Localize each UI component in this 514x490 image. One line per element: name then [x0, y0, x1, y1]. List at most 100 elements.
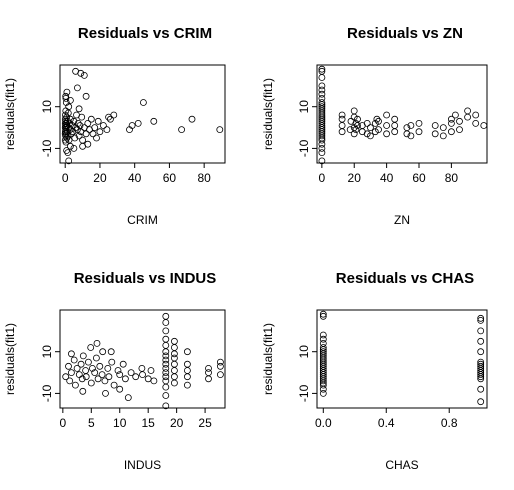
y-tick-label: -10 [40, 139, 54, 157]
data-point [79, 387, 87, 395]
data-point [85, 358, 92, 366]
data-point [162, 352, 170, 360]
data-point [319, 331, 327, 339]
x-tick-label: 60 [412, 171, 426, 185]
y-ticks: -10 10 [297, 100, 317, 157]
data-point [464, 107, 472, 115]
data-point [63, 113, 70, 121]
data-point [67, 130, 75, 138]
data-point [75, 105, 83, 113]
data-point [170, 360, 178, 368]
data-point [319, 348, 327, 356]
data-point [456, 117, 463, 125]
y-axis-label: residuals(fit1) [261, 78, 275, 150]
data-point [105, 373, 113, 381]
data-point [338, 128, 346, 136]
data-point [89, 130, 97, 138]
x-tick-label: 0.8 [441, 416, 458, 430]
data-point [116, 385, 124, 393]
x-tick-label: 0.0 [315, 416, 332, 430]
y-ticks: -10 10 [297, 345, 317, 402]
y-tick-label: -10 [297, 384, 311, 402]
x-tick-label: 15 [142, 416, 156, 430]
data-point [472, 120, 480, 127]
data-point [134, 120, 142, 127]
data-point [318, 99, 326, 106]
data-point [82, 373, 90, 381]
data-point [96, 128, 104, 136]
data-point [183, 381, 191, 389]
data-point [188, 115, 196, 123]
data-point [205, 364, 212, 372]
data-point [100, 122, 107, 129]
data-point [319, 310, 327, 318]
data-point [87, 379, 95, 387]
data-point [67, 142, 74, 150]
data-point [99, 348, 107, 356]
data-point [162, 348, 170, 356]
data-point [91, 124, 99, 131]
panel-title: Residuals vs CRIM [78, 25, 212, 42]
data-point [338, 111, 346, 119]
data-point [84, 120, 92, 127]
data-point [480, 122, 488, 129]
data-point [162, 383, 170, 391]
data-point [205, 369, 212, 377]
data-point [477, 360, 485, 368]
data-point [352, 126, 360, 134]
data-point [82, 130, 90, 138]
data-point [403, 130, 411, 138]
data-point [383, 111, 391, 119]
plot-area [59, 309, 226, 409]
x-ticks: 0 20 40 60 80 [319, 163, 458, 185]
y-tick-label: 10 [40, 345, 54, 359]
data-point [82, 367, 89, 374]
data-point [63, 88, 71, 96]
data-point [373, 115, 381, 123]
x-tick-label: 5 [88, 416, 95, 430]
data-point [65, 103, 73, 111]
data-point [375, 117, 382, 125]
data-point [319, 335, 327, 343]
data-point [318, 149, 326, 157]
data-point [110, 381, 118, 389]
data-point [319, 344, 327, 351]
data-point [104, 364, 112, 372]
data-point [451, 111, 459, 119]
data-point [77, 360, 85, 368]
data-point [110, 111, 118, 119]
x-axis-label: ZN [394, 213, 410, 227]
data-point [127, 369, 135, 377]
points-layer [318, 65, 488, 165]
data-point [75, 132, 83, 140]
x-tick-label: 25 [198, 416, 212, 430]
data-point [73, 364, 81, 372]
data-point [205, 375, 212, 383]
data-point [363, 120, 371, 127]
data-point [66, 377, 74, 385]
data-point [162, 392, 170, 399]
data-point [162, 319, 170, 326]
x-tick-label: 80 [197, 171, 211, 185]
y-axis-label: residuals(fit1) [261, 323, 275, 395]
data-point [64, 149, 72, 157]
data-point [431, 130, 439, 138]
data-point [94, 375, 102, 383]
y-ticks: -10 10 [40, 345, 60, 402]
data-point [74, 84, 81, 92]
data-point [162, 373, 170, 381]
data-point [407, 132, 415, 140]
data-point [318, 86, 326, 94]
data-point [68, 369, 75, 377]
y-tick-label: -10 [297, 139, 311, 157]
data-point [122, 375, 129, 383]
data-point [162, 402, 170, 410]
data-point [65, 136, 73, 144]
data-point [170, 337, 178, 345]
plot-area [59, 64, 226, 164]
data-point [64, 132, 72, 140]
x-axis-label: CHAS [385, 458, 418, 472]
data-point [338, 115, 346, 123]
data-point [139, 371, 146, 379]
